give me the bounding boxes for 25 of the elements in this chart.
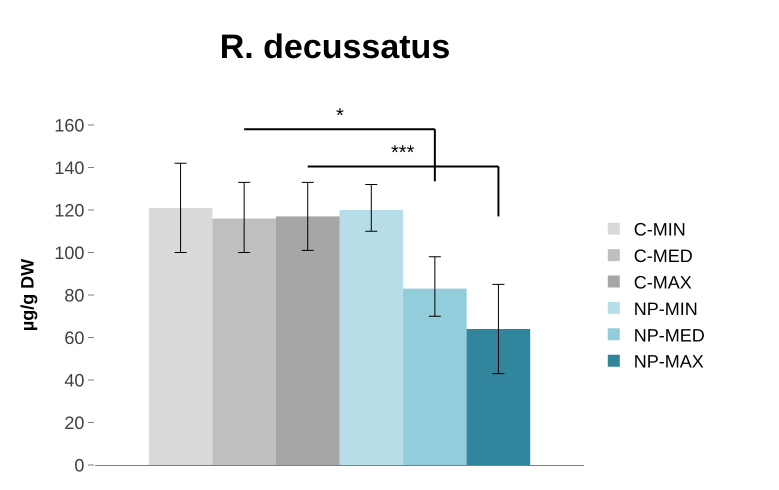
chart-title: R. decussatus bbox=[220, 28, 450, 66]
legend-label: NP-MED bbox=[634, 325, 705, 346]
legend-label: NP-MIN bbox=[634, 298, 698, 319]
bar bbox=[340, 210, 404, 465]
legend-label: C-MIN bbox=[634, 220, 686, 240]
legend-label: NP-MAX bbox=[634, 352, 704, 372]
y-tick-label: 100 bbox=[54, 242, 84, 263]
legend-label: C-MAX bbox=[634, 272, 692, 293]
y-tick-label: 0 bbox=[74, 455, 84, 476]
y-tick-label: 20 bbox=[64, 412, 84, 433]
y-tick-label: 40 bbox=[64, 370, 84, 390]
legend-label: C-MED bbox=[634, 246, 693, 266]
bar bbox=[212, 218, 276, 465]
bar bbox=[148, 208, 212, 465]
bar bbox=[466, 329, 530, 465]
annotation: * bbox=[336, 105, 344, 127]
annotation: *** bbox=[391, 142, 415, 164]
y-tick-label: 80 bbox=[64, 285, 84, 306]
bar bbox=[403, 288, 467, 465]
y-tick-label: 60 bbox=[64, 328, 84, 348]
bar bbox=[276, 216, 340, 465]
y-tick-label: 160 bbox=[54, 115, 84, 136]
y-tick-label: 140 bbox=[54, 158, 84, 178]
y-axis-title: µg/g DW bbox=[18, 258, 38, 332]
y-tick-label: 120 bbox=[54, 200, 84, 220]
